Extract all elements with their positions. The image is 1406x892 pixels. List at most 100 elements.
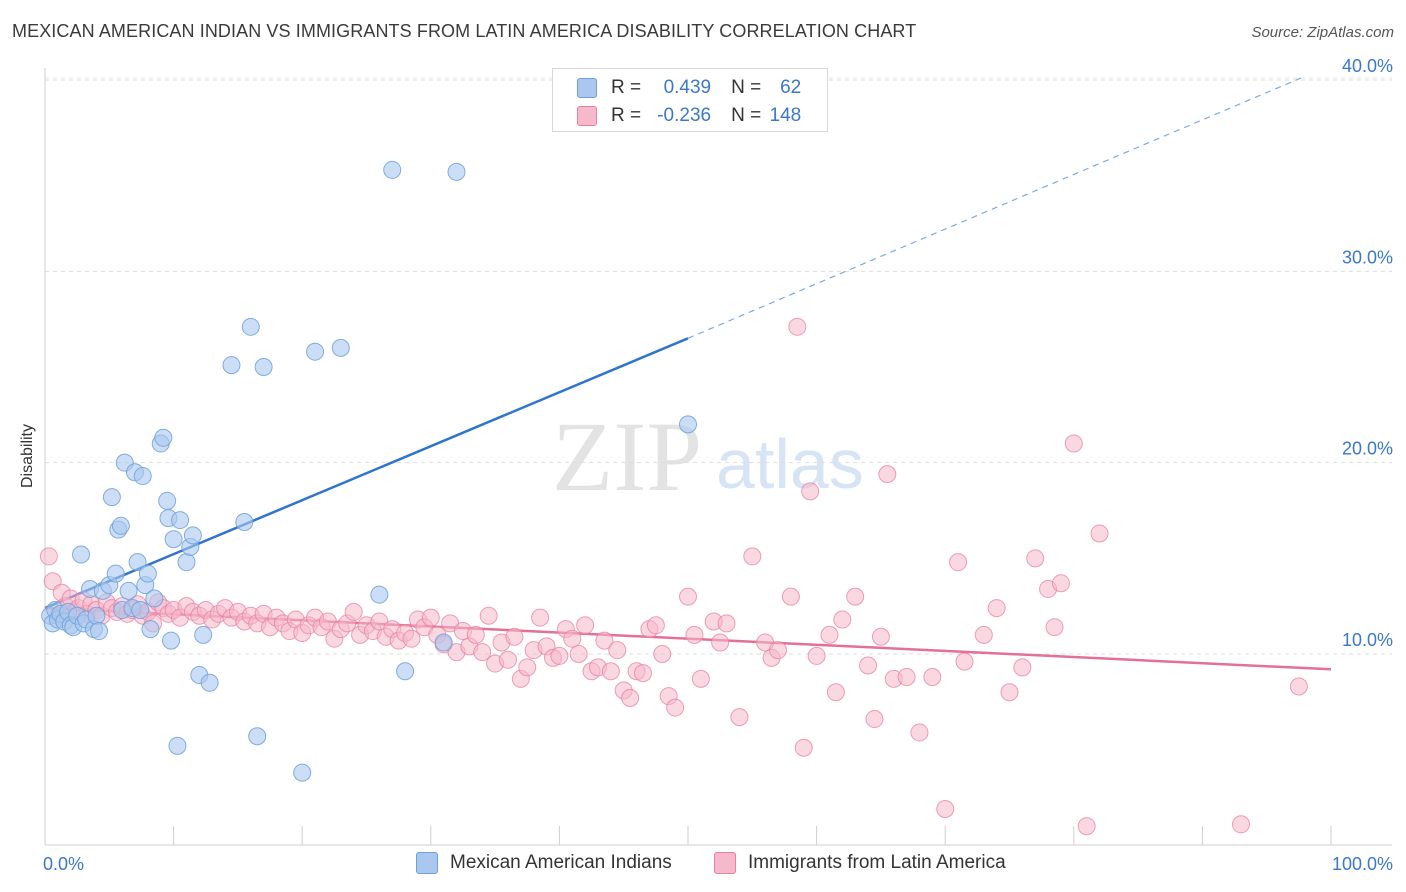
legend-r-value: -0.236 [657,105,712,126]
data-point-immigrants [743,547,762,566]
data-point-immigrants [878,465,897,484]
data-point-immigrants [666,698,685,717]
legend-row-blue: R = 0.439 N = 62 [553,74,801,102]
data-point-mexican-american-indians [200,673,219,692]
gridlines [45,77,1392,655]
data-point-mexican-american-indians [119,581,138,600]
watermark: ZIP atlas [552,401,864,512]
data-point-mexican-american-indians [383,160,402,179]
data-point-immigrants [421,608,440,627]
data-point-mexican-american-indians [177,553,196,572]
x-tick-label-right: 100.0% [1332,854,1393,874]
tick-labels: 10.0% 20.0% 30.0% 40.0% 0.0% 100.0% [43,56,1393,874]
data-point-mexican-american-indians [306,342,325,361]
legend-r-label: R = [611,105,642,126]
data-point-mexican-american-indians [370,585,389,604]
legend-swatch-blue [416,852,438,874]
data-point-immigrants [402,629,421,648]
data-point-mexican-american-indians [106,564,125,583]
data-point-immigrants [1045,618,1064,637]
data-point-mexican-american-indians [241,317,260,336]
data-point-immigrants [826,683,845,702]
data-point-immigrants [897,667,916,686]
data-point-mexican-american-indians [158,491,177,510]
data-point-mexican-american-indians [168,736,187,755]
data-point-immigrants [833,610,852,629]
data-point-immigrants [711,633,730,652]
data-point-immigrants [1013,658,1032,677]
data-point-immigrants [1289,677,1308,696]
data-point-immigrants [39,547,58,566]
legend-n-label: N = [731,105,762,126]
series-immigrants-latin-america [39,317,1308,836]
data-point-mexican-american-indians [90,622,109,641]
data-point-immigrants [923,667,942,686]
data-point-immigrants [1026,549,1045,568]
data-point-mexican-american-indians [248,727,267,746]
trend-lines [44,75,1332,671]
data-point-immigrants [717,614,736,633]
data-point-mexican-american-indians [679,415,697,434]
data-point-mexican-american-indians [162,631,181,650]
series-legend: Mexican American Indians Immigrants from… [0,852,1406,878]
data-point-immigrants [344,602,363,621]
data-point-mexican-american-indians [396,662,415,681]
legend-n-value: 148 [769,105,802,126]
data-point-mexican-american-indians [111,516,130,535]
data-point-mexican-american-indians [131,600,150,619]
watermark-atlas: atlas [716,425,864,503]
data-point-immigrants [595,631,614,650]
data-point-immigrants [846,587,865,606]
legend-swatch-pink [577,106,597,126]
watermark-zip: ZIP [552,401,702,512]
y-tick-label: 10.0% [1342,630,1393,650]
legend-swatch-pink [714,852,736,874]
data-point-immigrants [505,627,524,646]
data-point-immigrants [955,652,974,671]
data-point-mexican-american-indians [72,545,91,564]
data-point-immigrants [871,627,890,646]
legend-item-immigrants-latin-america: Immigrants from Latin America [714,852,1006,874]
data-point-immigrants [685,625,704,644]
data-point-immigrants [601,662,620,681]
data-point-immigrants [807,646,826,665]
x-tick-label-left: 0.0% [43,854,84,874]
data-point-immigrants [801,482,820,501]
data-point-immigrants [1051,574,1070,593]
data-point-mexican-american-indians [141,620,160,639]
data-point-mexican-american-indians [128,553,147,572]
data-point-mexican-american-indians [133,467,152,486]
correlation-legend: R = 0.439 N = 62 R = -0.236 N = 148 [552,68,828,132]
legend-n-value: 62 [780,77,802,98]
series-mexican-american-indians [41,160,697,782]
data-point-immigrants [987,599,1006,618]
legend-n-label: N = [731,77,762,98]
data-point-mexican-american-indians [87,606,106,625]
data-point-mexican-american-indians [293,763,312,782]
data-point-mexican-american-indians [331,338,350,357]
data-point-immigrants [646,616,665,635]
data-point-immigrants [1064,434,1083,453]
data-point-immigrants [569,645,588,663]
data-point-immigrants [550,646,569,665]
legend-r-label: R = [611,77,642,98]
data-point-immigrants [1231,815,1250,834]
data-point-immigrants [466,625,485,644]
data-point-immigrants [769,641,788,660]
data-point-mexican-american-indians [154,428,173,447]
data-point-mexican-american-indians [447,162,466,181]
data-point-immigrants [1000,683,1019,702]
data-point-immigrants [781,587,800,606]
legend-r-value: 0.439 [663,77,712,98]
data-point-immigrants [518,658,537,677]
data-point-mexican-american-indians [145,589,164,608]
data-point-immigrants [498,650,517,669]
data-point-immigrants [1077,817,1096,836]
data-point-immigrants [608,641,627,660]
data-point-mexican-american-indians [183,526,202,545]
data-point-immigrants [936,799,955,818]
data-point-immigrants [794,738,813,757]
legend-label: Mexican American Indians [450,852,672,873]
data-point-mexican-american-indians [194,625,213,644]
